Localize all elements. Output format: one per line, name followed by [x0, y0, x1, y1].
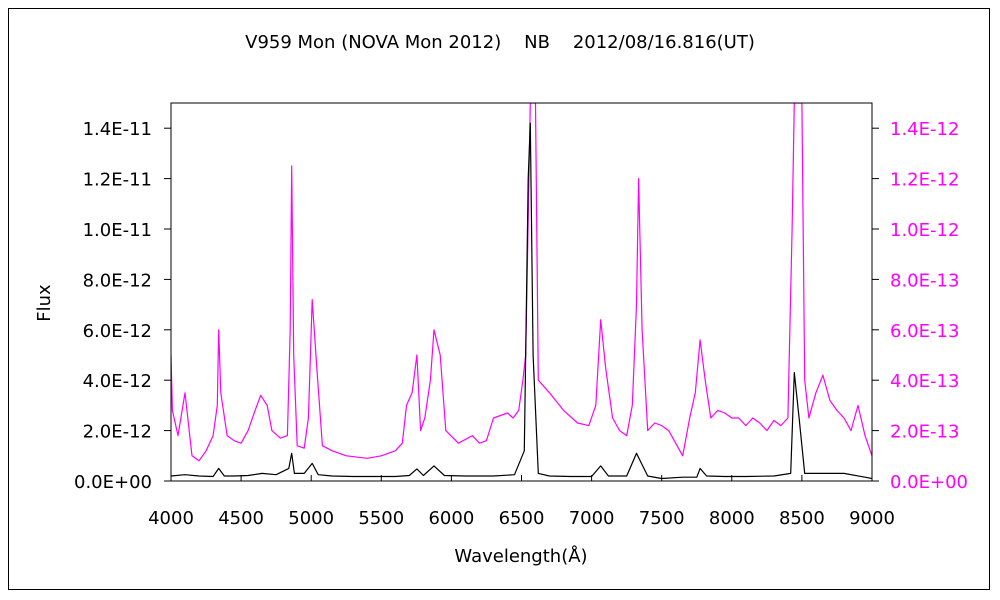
y-right-tick-label: 6.0E-13: [890, 321, 959, 342]
y-right-tick-label: 1.0E-12: [890, 220, 959, 241]
chart-title: V959 Mon (NOVA Mon 2012) NB 2012/08/16.8…: [245, 32, 755, 53]
y-axis-left: 0.0E+00 2.0E-12 4.0E-12 6.0E-12 8.0E-12 1.0E-…: [74, 119, 171, 493]
series-line-black: [171, 122, 872, 480]
x-tick-label: 7000: [569, 508, 615, 529]
x-tick-label: 8000: [709, 508, 755, 529]
y-left-tick-label: 1.0E-11: [83, 220, 152, 241]
x-tick-label: 4500: [218, 508, 264, 529]
chart-frame: [8, 8, 990, 590]
x-axis-label: Wavelength(Å): [454, 545, 587, 567]
y-right-tick-label: 1.2E-12: [890, 170, 959, 191]
y-left-tick-label: 6.0E-12: [83, 321, 152, 342]
x-tick-label: 9000: [849, 508, 895, 529]
x-tick-label: 6000: [428, 508, 474, 529]
y-left-tick-label: 2.0E-12: [83, 422, 152, 443]
y-left-tick-label: 0.0E+00: [74, 472, 152, 493]
y-right-tick-label: 0.0E+00: [890, 472, 968, 493]
x-tick-label: 6500: [499, 508, 545, 529]
series-layer: [171, 103, 872, 480]
y-left-tick-label: 8.0E-12: [83, 270, 152, 291]
x-axis: 4000 4500 5000 5500 6000 6500 7000 7500 8000 8500…: [148, 475, 895, 529]
y-right-tick-label: 4.0E-13: [890, 371, 959, 392]
x-tick-label: 8500: [779, 508, 825, 529]
y-left-tick-label: 1.2E-11: [83, 170, 152, 191]
x-tick-label: 5000: [288, 508, 334, 529]
y-left-tick-label: 1.4E-11: [83, 119, 152, 140]
y-left-tick-label: 4.0E-12: [83, 371, 152, 392]
x-tick-label: 4000: [148, 508, 194, 529]
y-axis-label: Flux: [34, 284, 55, 322]
y-axis-right: 0.0E+00 2.0E-13 4.0E-13 6.0E-13 8.0E-13 1.0E-…: [872, 119, 968, 493]
plot-area: [170, 102, 873, 482]
x-tick-label: 7500: [639, 508, 685, 529]
y-right-tick-label: 8.0E-13: [890, 270, 959, 291]
y-right-tick-label: 2.0E-13: [890, 422, 959, 443]
x-tick-label: 5500: [358, 508, 404, 529]
y-right-tick-label: 1.4E-12: [890, 119, 959, 140]
series-line-magenta: [171, 103, 872, 462]
